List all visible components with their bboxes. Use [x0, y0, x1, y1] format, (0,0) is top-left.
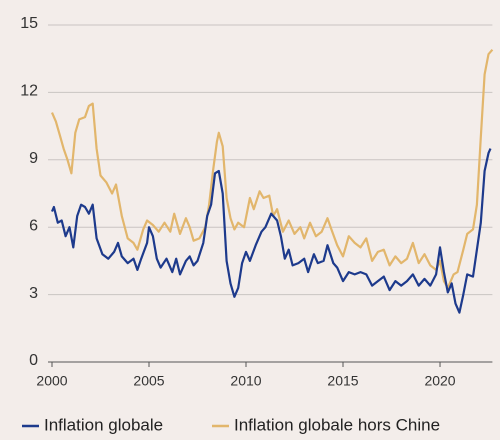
y-tick-label: 0 [29, 352, 38, 369]
y-tick-label: 9 [29, 150, 38, 167]
x-tick-label: 2015 [327, 373, 358, 389]
y-tick-label: 3 [29, 285, 38, 302]
y-tick-label: 15 [20, 15, 38, 32]
legend-label: Inflation globale [44, 415, 163, 434]
x-tick-label: 2010 [230, 373, 261, 389]
x-tick-label: 2000 [36, 373, 67, 389]
y-tick-label: 6 [29, 217, 38, 234]
x-tick-label: 2005 [133, 373, 164, 389]
x-tick-label: 2020 [424, 373, 455, 389]
legend-label: Inflation globale hors Chine [234, 415, 440, 434]
y-tick-label: 12 [20, 83, 38, 100]
line-series [50, 48, 494, 289]
line-series [50, 148, 492, 314]
